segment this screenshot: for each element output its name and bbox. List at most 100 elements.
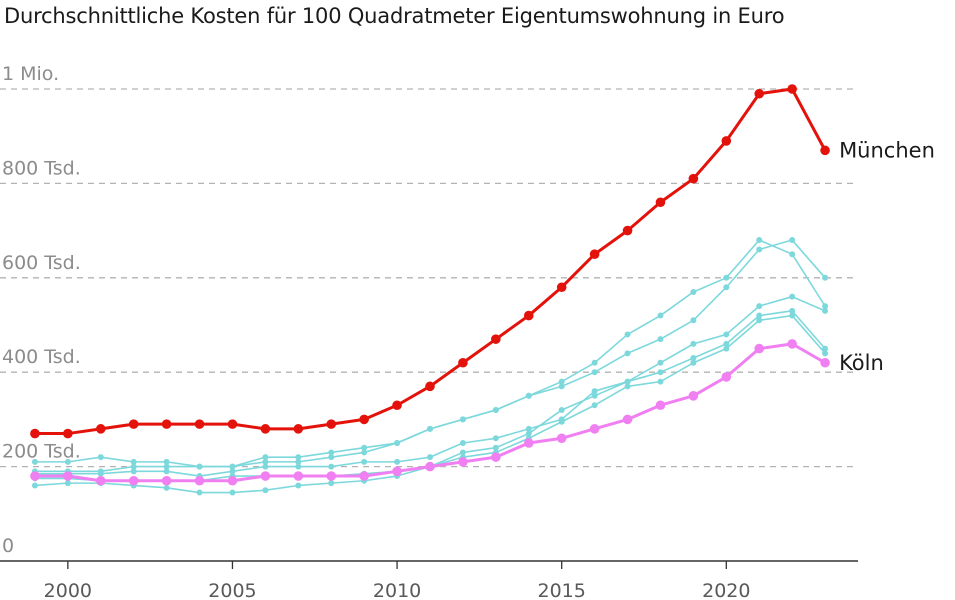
data-point <box>723 274 730 281</box>
data-point <box>591 388 598 395</box>
x-tick-label: 2015 <box>538 580 586 600</box>
data-point <box>756 246 763 253</box>
y-tick-label: 200 Tsd. <box>2 441 81 463</box>
data-point <box>591 392 598 399</box>
data-point <box>589 424 600 434</box>
data-point <box>227 475 238 486</box>
data-point <box>723 331 730 338</box>
data-point <box>394 458 401 465</box>
data-point <box>163 484 170 491</box>
data-point <box>523 438 534 448</box>
data-point <box>657 312 664 319</box>
data-point <box>756 303 763 310</box>
data-point <box>491 452 501 462</box>
data-point <box>523 310 534 321</box>
data-point <box>622 414 633 425</box>
data-point <box>589 249 600 259</box>
data-point <box>756 312 763 319</box>
y-tick-label: 600 Tsd. <box>2 252 81 274</box>
data-point <box>361 449 368 456</box>
data-point <box>163 468 170 475</box>
data-point <box>723 284 730 291</box>
data-point <box>326 471 337 481</box>
data-point <box>591 359 598 366</box>
data-point <box>591 369 598 376</box>
data-point <box>789 251 796 258</box>
data-point <box>194 475 205 486</box>
data-point <box>326 419 337 429</box>
x-tick-label: 2000 <box>44 580 92 600</box>
data-point <box>97 470 104 477</box>
data-point <box>97 454 104 461</box>
data-point <box>657 359 664 366</box>
data-point <box>690 317 697 324</box>
data-point <box>260 471 271 481</box>
data-point <box>293 471 304 481</box>
data-point <box>361 458 368 465</box>
data-point <box>30 428 40 439</box>
data-point <box>293 424 304 434</box>
data-point <box>130 463 137 470</box>
data-point <box>262 454 269 461</box>
data-point <box>690 288 697 295</box>
data-point <box>822 345 829 352</box>
data-point <box>128 475 139 486</box>
series-path <box>34 342 826 483</box>
x-tick-label: 2010 <box>373 580 421 600</box>
data-point <box>229 468 236 475</box>
data-point <box>787 339 797 349</box>
data-point <box>492 444 499 451</box>
data-point <box>787 84 797 94</box>
data-point <box>723 345 730 352</box>
data-point <box>196 463 203 470</box>
data-point <box>657 336 664 343</box>
series-label: Köln <box>839 351 884 375</box>
data-point <box>163 463 170 470</box>
data-point <box>492 406 499 413</box>
data-point <box>789 237 796 244</box>
data-point <box>688 391 699 401</box>
data-point <box>655 400 666 411</box>
data-point <box>262 458 269 465</box>
data-point <box>690 359 697 366</box>
data-point <box>558 406 565 413</box>
data-point <box>95 475 106 486</box>
data-point <box>425 461 435 472</box>
data-point <box>392 400 402 411</box>
data-point <box>295 463 302 470</box>
data-point <box>556 433 567 444</box>
data-point <box>31 458 38 465</box>
x-tick-label: 2020 <box>702 580 750 600</box>
data-point <box>820 357 830 368</box>
data-point <box>822 274 829 281</box>
series-line <box>31 237 829 475</box>
data-point <box>558 383 565 390</box>
data-point <box>359 414 369 425</box>
x-tick-label: 2005 <box>208 580 256 600</box>
data-point <box>328 449 335 456</box>
data-point <box>756 317 763 324</box>
data-point <box>754 343 765 354</box>
data-point <box>458 357 468 368</box>
data-point <box>227 419 238 429</box>
data-point <box>688 173 699 184</box>
data-point <box>820 145 830 156</box>
data-point <box>491 334 501 344</box>
data-point <box>328 480 335 487</box>
data-point <box>655 197 666 208</box>
data-point <box>130 458 137 465</box>
data-point <box>161 475 172 486</box>
data-point <box>262 463 269 470</box>
data-point <box>459 416 466 423</box>
data-point <box>130 468 137 475</box>
background-series <box>31 237 829 496</box>
data-point <box>721 372 732 382</box>
data-point <box>624 350 631 357</box>
y-tick-label: 1 Mio. <box>2 63 59 85</box>
data-point <box>721 136 732 146</box>
data-point <box>657 378 664 385</box>
x-axis: 2000 2005 2010 2015 2020 <box>0 560 858 600</box>
data-point <box>260 424 271 434</box>
data-point <box>756 237 763 244</box>
data-point <box>622 225 633 236</box>
